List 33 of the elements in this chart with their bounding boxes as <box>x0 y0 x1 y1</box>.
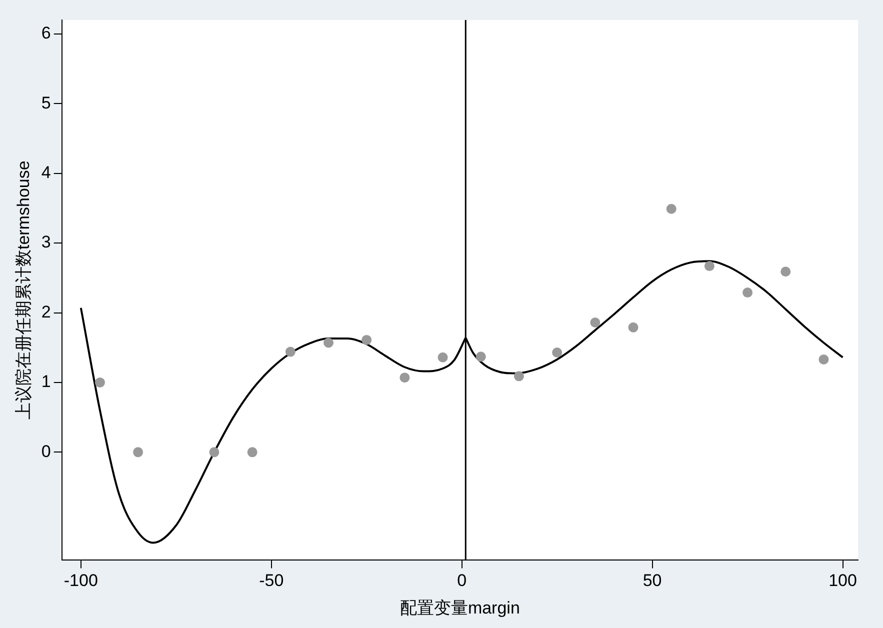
point <box>400 372 410 383</box>
y-tick-label: 1 <box>41 372 51 392</box>
y-tick-label: 0 <box>41 442 51 461</box>
point <box>514 371 524 382</box>
x-tick-label: 50 <box>642 571 662 590</box>
y-tick-label: 2 <box>41 302 51 322</box>
y-tick-label: 5 <box>41 93 51 112</box>
y-tick-label: 4 <box>41 163 51 182</box>
point <box>742 288 753 298</box>
point <box>780 266 791 277</box>
point <box>94 377 105 388</box>
x-axis-title: 配置变量margin <box>400 598 520 618</box>
point <box>552 347 562 358</box>
point <box>285 346 296 357</box>
point <box>133 447 144 458</box>
point <box>324 338 334 348</box>
point <box>247 447 258 458</box>
x-tick-label: -50 <box>259 571 284 590</box>
x-tick-label: 100 <box>828 571 857 590</box>
point <box>476 352 486 362</box>
point <box>590 318 600 328</box>
y-axis-title: 上议院在册任期累计数termshouse <box>14 160 33 420</box>
y-tick-label: 3 <box>41 232 51 252</box>
point <box>666 204 676 214</box>
x-tick-label: -100 <box>64 571 98 590</box>
x-tick-label: 0 <box>457 571 467 590</box>
point <box>209 447 220 458</box>
point <box>704 261 714 272</box>
point <box>362 334 372 345</box>
point <box>628 322 638 332</box>
point <box>438 352 448 362</box>
point <box>818 354 829 364</box>
y-tick-label: 6 <box>41 24 51 43</box>
